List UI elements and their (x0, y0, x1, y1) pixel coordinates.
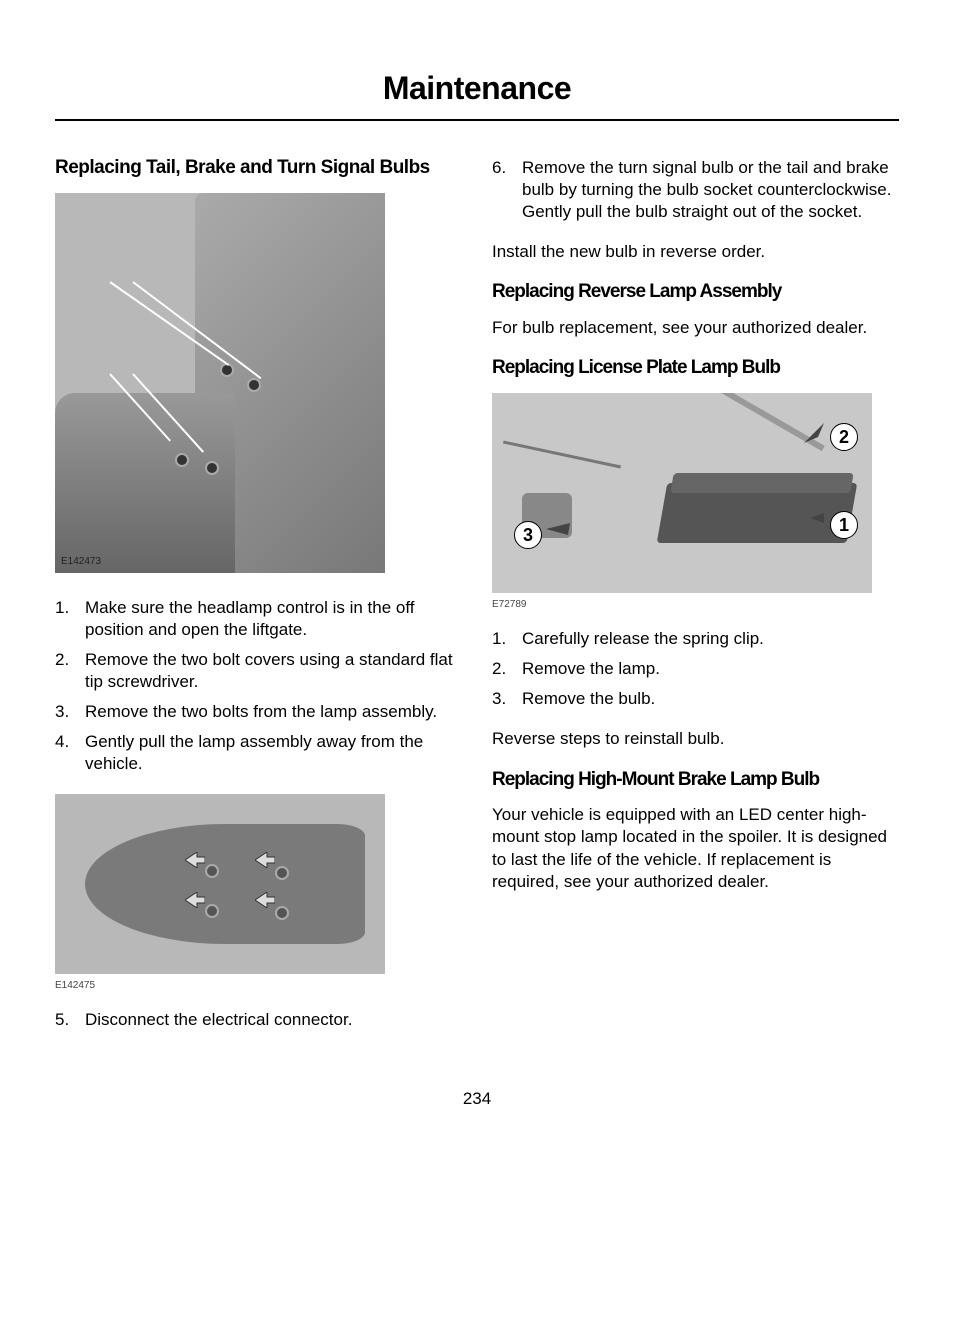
arrow-left-icon (185, 852, 205, 868)
steps-list-tail-brake-cont: Disconnect the electrical connector. (55, 1009, 462, 1031)
pointer-arrow-icon (810, 513, 824, 523)
body-text: For bulb replacement, see your authorize… (492, 317, 899, 339)
steps-list-tail-brake: Make sure the headlamp control is in the… (55, 597, 462, 776)
page-container: Maintenance Replacing Tail, Brake and Tu… (0, 0, 954, 1149)
callout-3: 3 (514, 521, 542, 549)
step-item: Remove the two bolts from the lamp assem… (55, 701, 462, 723)
step-item: Disconnect the electrical connector. (55, 1009, 462, 1031)
figure-caption: E142475 (55, 980, 462, 991)
step-item: Remove the two bolt covers using a stand… (55, 649, 462, 693)
section-heading-tail-brake: Replacing Tail, Brake and Turn Signal Bu… (55, 157, 462, 179)
arrow-left-icon (255, 852, 275, 868)
two-column-layout: Replacing Tail, Brake and Turn Signal Bu… (55, 157, 899, 1049)
body-text: Your vehicle is equipped with an LED cen… (492, 804, 899, 892)
step-item: Remove the lamp. (492, 658, 899, 680)
callout-2: 2 (830, 423, 858, 451)
left-column: Replacing Tail, Brake and Turn Signal Bu… (55, 157, 462, 1049)
section-heading-high-mount: Replacing High-Mount Brake Lamp Bulb (492, 769, 899, 791)
pointer-arrow-icon (546, 521, 570, 537)
step-item: Carefully release the spring clip. (492, 628, 899, 650)
steps-list-license-plate: Carefully release the spring clip. Remov… (492, 628, 899, 710)
figure-lamp-assembly-removal (55, 794, 385, 974)
right-column: Remove the turn signal bulb or the tail … (492, 157, 899, 1049)
step-item: Gently pull the lamp assembly away from … (55, 731, 462, 775)
page-number: 234 (55, 1089, 899, 1109)
figure-caption: E142473 (61, 556, 101, 567)
body-text: Install the new bulb in reverse order. (492, 241, 899, 263)
pointer-arrow-icon (804, 423, 824, 443)
section-heading-license-plate: Replacing License Plate Lamp Bulb (492, 357, 899, 379)
step-item: Make sure the headlamp control is in the… (55, 597, 462, 641)
step-item: Remove the turn signal bulb or the tail … (492, 157, 899, 223)
callout-1: 1 (830, 511, 858, 539)
figure-caption: E72789 (492, 599, 899, 610)
figure-license-plate-lamp: 2 1 3 (492, 393, 872, 593)
page-title: Maintenance (55, 70, 899, 121)
body-text: Reverse steps to reinstall bulb. (492, 728, 899, 750)
arrow-left-icon (255, 892, 275, 908)
arrow-left-icon (185, 892, 205, 908)
step-item: Remove the bulb. (492, 688, 899, 710)
figure-tail-lamp-location: E142473 (55, 193, 385, 573)
steps-list-tail-brake-cont2: Remove the turn signal bulb or the tail … (492, 157, 899, 223)
section-heading-reverse-lamp: Replacing Reverse Lamp Assembly (492, 281, 899, 303)
